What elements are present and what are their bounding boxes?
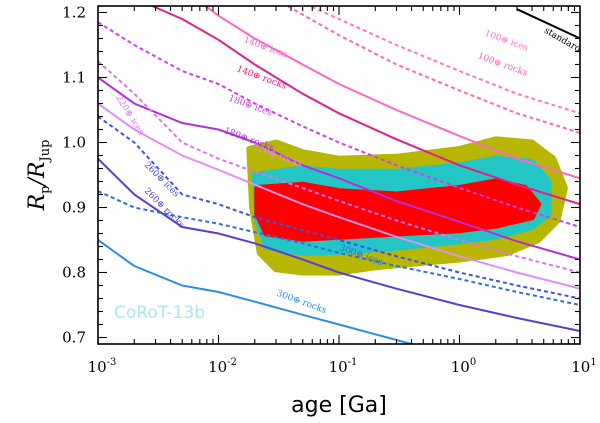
- y-axis-title: Rp/RJup: [25, 140, 53, 212]
- curve-standard-model: [516, 8, 580, 40]
- y-tick-label: 0.9: [62, 199, 86, 217]
- curve-300-rocks: [98, 239, 416, 344]
- y-tick-label: 1.0: [62, 134, 86, 152]
- x-tick-label: 10-2: [208, 357, 237, 376]
- curve-100-rocks: [285, 6, 580, 134]
- curve-220-rocks: [98, 102, 580, 290]
- plot-frame: [97, 5, 581, 345]
- curve-300-ices: [98, 190, 580, 306]
- x-tick-label: 101: [571, 357, 596, 376]
- curve-260-ices: [98, 115, 580, 300]
- x-tick-label: 100: [451, 357, 476, 376]
- x-tick-labels: 10-3 10-2 10-1 100 101: [88, 357, 597, 376]
- x-tick-label: 10-3: [88, 357, 117, 376]
- curve-180-ices: [98, 21, 580, 228]
- y-tick-label: 0.8: [62, 264, 86, 282]
- curve-140-rocks: [149, 6, 580, 206]
- y-tick-label: 0.7: [62, 329, 86, 347]
- y-tick-label: 1.2: [62, 4, 86, 22]
- y-tick-labels: 0.7 0.8 0.9 1.0 1.1 1.2: [62, 4, 86, 347]
- curve-100-ices: [307, 6, 580, 115]
- model-curves: [98, 6, 580, 344]
- y-tick-label: 1.1: [62, 69, 86, 87]
- curve-260-rocks: [98, 157, 580, 332]
- curve-220-ices: [98, 60, 580, 274]
- x-tick-label: 10-1: [329, 357, 358, 376]
- object-label: CoRoT-13b: [114, 303, 205, 323]
- curve-140-ices: [203, 6, 580, 180]
- x-axis-title: age [Ga]: [291, 393, 387, 418]
- axis-ticks: [97, 6, 581, 344]
- curve-180-rocks: [98, 76, 580, 261]
